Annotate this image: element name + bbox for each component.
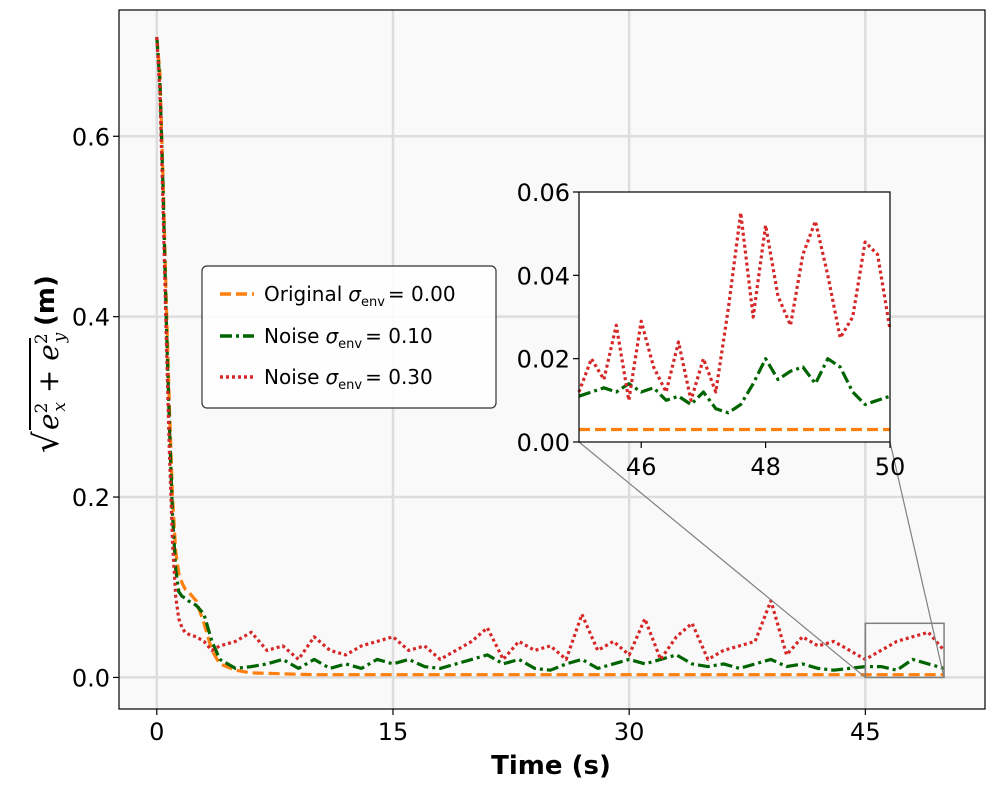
legend-value-original: = 0.00 — [388, 282, 456, 306]
zoom-connector-right — [889, 441, 945, 678]
inset-series-lines — [577, 211, 892, 432]
inset-frame — [578, 191, 891, 443]
legend-value-noise-030: = 0.30 — [365, 365, 433, 389]
inset-chart: 46 48 50 0.00 0.02 0.04 0.06 — [517, 179, 906, 481]
inset-y-tick-label: 0.02 — [517, 346, 570, 374]
legend-sigma-original: σ — [348, 282, 362, 306]
legend-sub-noise-030: env — [338, 378, 362, 393]
inset-y-tick-label: 0.06 — [517, 179, 570, 207]
legend-entry-noise-010: Noise σenv = 0.10 — [220, 324, 433, 352]
legend: Original σenv = 0.00 Noise σenv = 0.10 Noise… — [201, 265, 497, 409]
y-tick-label: 0.6 — [72, 123, 110, 151]
legend-entry-original: Original σenv = 0.00 — [220, 282, 456, 310]
legend-entry-noise-030: Noise σenv = 0.30 — [220, 365, 433, 393]
ylabel-formula: e2x + e2y — [32, 332, 70, 430]
legend-sigma-noise-010: σ — [325, 324, 339, 348]
inset-y-tick-label: 0.00 — [517, 429, 570, 457]
legend-box — [201, 265, 497, 409]
x-axis-label: Time (s) — [491, 751, 611, 781]
legend-label-noise-010: Noise — [264, 324, 319, 348]
legend-label-noise-030: Noise — [264, 365, 319, 389]
zoom-connector-left — [578, 441, 866, 678]
plot-frame — [118, 9, 986, 710]
axis-ticks: 0 15 30 45 0.0 0.2 0.4 0.6 — [72, 123, 881, 746]
inset-axis-ticks: 46 48 50 0.00 0.02 0.04 0.06 — [517, 179, 906, 481]
legend-value-noise-010: = 0.10 — [365, 324, 433, 348]
x-tick-label: 0 — [149, 718, 164, 746]
y-tick-label: 0.0 — [72, 664, 110, 692]
inset-plot-area — [579, 192, 890, 442]
legend-sigma-noise-030: σ — [325, 365, 339, 389]
inset-series-line-2 — [577, 211, 892, 402]
x-tick-label: 15 — [378, 718, 409, 746]
inset-y-tick-label: 0.04 — [517, 262, 570, 290]
series-line-2 — [155, 37, 946, 662]
zoom-region-box — [864, 622, 945, 679]
series-line-1 — [155, 36, 945, 672]
y-tick-label: 0.4 — [72, 304, 110, 332]
x-tick-label: 45 — [850, 718, 881, 746]
inset-x-tick-label: 48 — [750, 453, 781, 481]
series-lines — [155, 36, 946, 677]
y-tick-label: 0.2 — [72, 484, 110, 512]
x-tick-label: 30 — [614, 718, 645, 746]
inset-x-tick-label: 46 — [626, 453, 657, 481]
y-axis-label: √ e2x + e2y (m) — [27, 275, 70, 453]
ylabel-unit: (m) — [31, 275, 61, 326]
legend-sub-noise-010: env — [338, 337, 362, 352]
inset-x-tick-label: 50 — [875, 453, 906, 481]
legend-label-original: Original — [264, 282, 342, 306]
legend-sub-original: env — [361, 295, 385, 310]
ylabel-radical: √ — [27, 431, 67, 453]
